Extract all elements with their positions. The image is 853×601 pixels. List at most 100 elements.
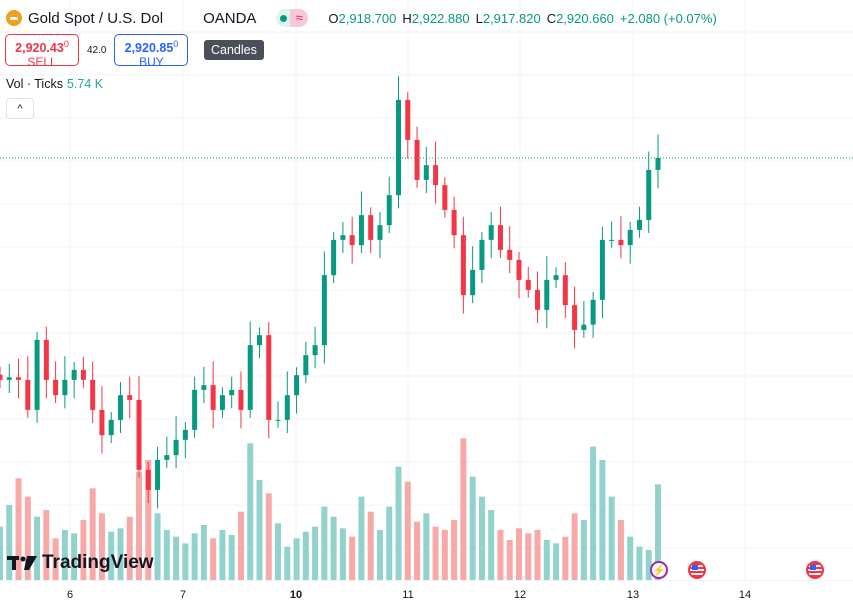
candle-body bbox=[90, 379, 96, 410]
candle-body bbox=[451, 209, 457, 236]
candle-body bbox=[423, 165, 429, 180]
volume-bar bbox=[469, 476, 476, 580]
candle-body bbox=[340, 235, 346, 240]
candle-body bbox=[497, 225, 503, 250]
candle-body bbox=[405, 99, 411, 140]
volume-bar bbox=[590, 446, 597, 580]
symbol-header: Gold Spot / U.S. Dol OANDA ≈ O2,918.700 H… bbox=[6, 9, 717, 27]
volume-value: 5.74 K bbox=[66, 77, 104, 91]
volume-legend[interactable]: Vol · Ticks 5.74 K bbox=[6, 77, 104, 91]
volume-bar bbox=[506, 540, 513, 580]
volume-bar bbox=[154, 513, 161, 580]
volume-bar bbox=[580, 520, 587, 580]
candle-body bbox=[210, 385, 216, 410]
price-chart[interactable] bbox=[0, 0, 853, 580]
volume-bar bbox=[376, 530, 383, 580]
lightning-icon[interactable]: ⚡ bbox=[650, 561, 668, 579]
tradingview-logo[interactable]: TradingView bbox=[7, 552, 154, 574]
candle-body bbox=[349, 235, 355, 246]
candle-body bbox=[553, 275, 559, 280]
us-flag-icon[interactable] bbox=[688, 561, 706, 579]
volume-bar bbox=[0, 526, 3, 580]
candle-body bbox=[6, 377, 12, 380]
volume-bar bbox=[312, 526, 319, 580]
candle-body bbox=[535, 289, 541, 310]
volume-bar bbox=[61, 530, 68, 580]
volume-bar bbox=[423, 513, 430, 580]
candle-body bbox=[562, 275, 568, 306]
candle-body bbox=[544, 279, 550, 310]
close-value: 2,920.660 bbox=[556, 10, 614, 26]
time-axis-label: 12 bbox=[513, 589, 527, 601]
us-flag-icon[interactable] bbox=[806, 561, 824, 579]
candle-body bbox=[80, 369, 86, 380]
candle-body bbox=[155, 459, 161, 490]
ohlc-legend: O2,918.700 H2,922.880 L2,917.820 C2,920.… bbox=[328, 10, 717, 26]
trade-panel: 2,920.430 SELL 42.0 2,920.850 BUY bbox=[5, 34, 189, 69]
volume-bar bbox=[52, 538, 59, 580]
volume-bar bbox=[6, 505, 13, 580]
volume-bar bbox=[386, 506, 393, 580]
candle-body bbox=[358, 215, 364, 246]
volume-bar bbox=[256, 480, 263, 580]
gold-symbol-icon bbox=[6, 10, 22, 26]
volume-bar bbox=[237, 511, 244, 580]
volume-bar bbox=[284, 546, 291, 580]
volume-bar bbox=[525, 533, 532, 580]
volume-bar bbox=[534, 530, 541, 580]
candle-body bbox=[284, 395, 290, 420]
title-left: Gold Spot / U.S. Dol bbox=[28, 9, 164, 27]
volume-bar bbox=[126, 516, 133, 580]
volume-bar bbox=[553, 543, 560, 580]
candle-body bbox=[590, 299, 596, 325]
volume-bar bbox=[108, 531, 115, 580]
volume-bar bbox=[163, 530, 170, 580]
candle-body bbox=[581, 324, 587, 330]
time-axis[interactable]: 6 7 10 11 12 13 14 bbox=[0, 580, 853, 601]
volume-bar bbox=[117, 528, 124, 580]
volume-bar bbox=[404, 481, 411, 580]
sell-button[interactable]: 2,920.430 SELL bbox=[5, 34, 79, 69]
candle-body bbox=[460, 235, 466, 296]
time-axis-label: 7 bbox=[179, 589, 187, 601]
volume-bar bbox=[441, 530, 448, 580]
open-value: 2,918.700 bbox=[338, 10, 397, 26]
buy-button[interactable]: 2,920.850 BUY bbox=[114, 34, 189, 69]
market-open-icon bbox=[276, 9, 291, 27]
volume-bar bbox=[349, 536, 356, 580]
time-axis-label: 13 bbox=[626, 589, 640, 601]
volume-bar bbox=[89, 488, 96, 580]
candle-body bbox=[247, 345, 253, 410]
chevron-up-icon: ^ bbox=[17, 103, 23, 115]
volume-bar bbox=[24, 496, 31, 580]
volume-bar bbox=[145, 460, 152, 580]
volume-bar bbox=[182, 543, 189, 580]
volume-bar bbox=[330, 516, 337, 580]
volume-bar bbox=[488, 510, 495, 580]
volume-bar bbox=[636, 546, 643, 580]
candle-body bbox=[525, 279, 531, 290]
symbol-title[interactable]: Gold Spot / U.S. Dol OANDA bbox=[28, 10, 256, 27]
volume-bar bbox=[200, 525, 207, 580]
candle-body bbox=[25, 379, 31, 410]
candle-body bbox=[229, 389, 235, 396]
volume-bar bbox=[599, 460, 606, 580]
volume-bar bbox=[34, 516, 41, 580]
candle-body bbox=[164, 455, 170, 460]
candle-body bbox=[516, 259, 522, 280]
candle-body bbox=[62, 379, 68, 396]
collapse-legend-button[interactable]: ^ bbox=[6, 98, 34, 119]
candle-body bbox=[572, 305, 578, 330]
candle-body bbox=[53, 379, 59, 396]
volume-bar bbox=[173, 536, 180, 580]
time-axis-label: 6 bbox=[66, 589, 74, 601]
title-right: OANDA bbox=[203, 9, 257, 27]
candle-body bbox=[312, 345, 318, 356]
volume-bar bbox=[219, 530, 226, 580]
volume-bar bbox=[275, 523, 282, 580]
volume-bar bbox=[136, 471, 143, 580]
spread-value: 42.0 bbox=[87, 44, 107, 56]
data-delay-icon: ≈ bbox=[290, 9, 309, 27]
volume-bar bbox=[367, 511, 374, 580]
market-status[interactable]: ≈ bbox=[276, 9, 309, 27]
